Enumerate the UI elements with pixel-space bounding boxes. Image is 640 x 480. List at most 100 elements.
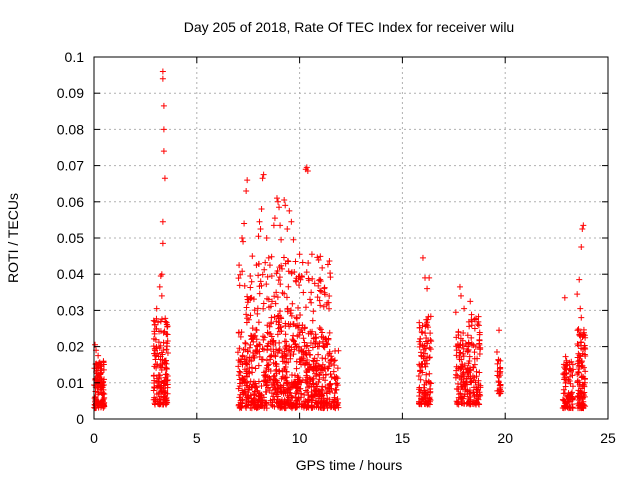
data-point (582, 352, 589, 359)
data-point (281, 348, 288, 355)
data-point (160, 329, 167, 336)
data-point (309, 397, 316, 404)
data-point (269, 298, 276, 305)
data-point (240, 376, 247, 383)
data-point (256, 353, 263, 360)
data-point (335, 347, 342, 354)
data-point (316, 297, 323, 304)
data-point (290, 236, 297, 243)
data-point (151, 321, 158, 328)
data-point (241, 220, 248, 227)
data-point (421, 342, 428, 349)
data-point (423, 321, 430, 328)
data-point (91, 395, 98, 402)
data-point (418, 353, 425, 360)
data-point (159, 218, 166, 225)
data-point (308, 330, 315, 337)
data-point (319, 392, 326, 399)
data-point (476, 340, 483, 347)
data-point (158, 292, 165, 299)
data-points (91, 68, 589, 412)
data-point (325, 352, 332, 359)
data-point (317, 276, 324, 283)
data-point (427, 330, 434, 337)
data-point (92, 393, 99, 400)
data-point (562, 383, 569, 390)
data-point (473, 386, 480, 393)
data-point (426, 394, 433, 401)
data-point (247, 341, 254, 348)
x-tick-labels: 0 5 10 15 20 25 (90, 430, 616, 446)
data-point (241, 356, 248, 363)
data-point (455, 380, 462, 387)
data-point (249, 384, 256, 391)
data-point (569, 361, 576, 368)
data-point (494, 360, 501, 367)
data-point (320, 374, 327, 381)
data-point (467, 397, 474, 404)
data-point (253, 342, 260, 349)
data-point (296, 251, 303, 258)
data-point (253, 327, 260, 334)
data-point (575, 393, 582, 400)
data-point (319, 264, 326, 271)
data-point (466, 394, 473, 401)
data-point (158, 384, 165, 391)
data-point (242, 391, 249, 398)
data-point (265, 340, 272, 347)
data-point (460, 330, 467, 337)
data-point (466, 367, 473, 374)
data-point (262, 373, 269, 380)
data-point (240, 238, 247, 245)
data-point (565, 393, 572, 400)
data-point (579, 225, 586, 232)
data-point (238, 403, 245, 410)
grid (94, 57, 608, 419)
data-point (333, 397, 340, 404)
data-point (417, 376, 424, 383)
data-point (152, 401, 159, 408)
data-point (297, 311, 304, 318)
data-point (252, 365, 259, 372)
data-point (264, 273, 271, 280)
data-point (468, 334, 475, 341)
data-point (311, 370, 318, 377)
data-point (426, 344, 433, 351)
data-point (310, 358, 317, 365)
y-tick-label: 0.03 (57, 302, 84, 318)
data-point (275, 325, 282, 332)
data-point (332, 387, 339, 394)
data-point (271, 352, 278, 359)
data-point (324, 385, 331, 392)
data-point (576, 399, 583, 406)
data-point (270, 379, 277, 386)
data-point (272, 353, 279, 360)
data-point (256, 218, 263, 225)
data-point (566, 359, 573, 366)
data-point (471, 349, 478, 356)
data-point (247, 312, 254, 319)
data-point (294, 403, 301, 410)
data-point (274, 267, 281, 274)
data-point (281, 290, 288, 297)
x-tick-label: 5 (193, 430, 201, 446)
data-point (306, 375, 313, 382)
data-point (279, 367, 286, 374)
data-point (152, 361, 159, 368)
data-point (243, 304, 250, 311)
data-point (265, 361, 272, 368)
data-point (256, 404, 263, 411)
data-point (315, 282, 322, 289)
data-point (303, 372, 310, 379)
data-point (271, 293, 278, 300)
data-point (567, 367, 574, 374)
data-point (575, 326, 582, 333)
data-point (237, 369, 244, 376)
data-point (304, 342, 311, 349)
data-point (277, 308, 284, 315)
data-point (262, 259, 269, 266)
data-point (326, 389, 333, 396)
data-point (263, 357, 270, 364)
data-point (427, 313, 434, 320)
data-point (248, 278, 255, 285)
